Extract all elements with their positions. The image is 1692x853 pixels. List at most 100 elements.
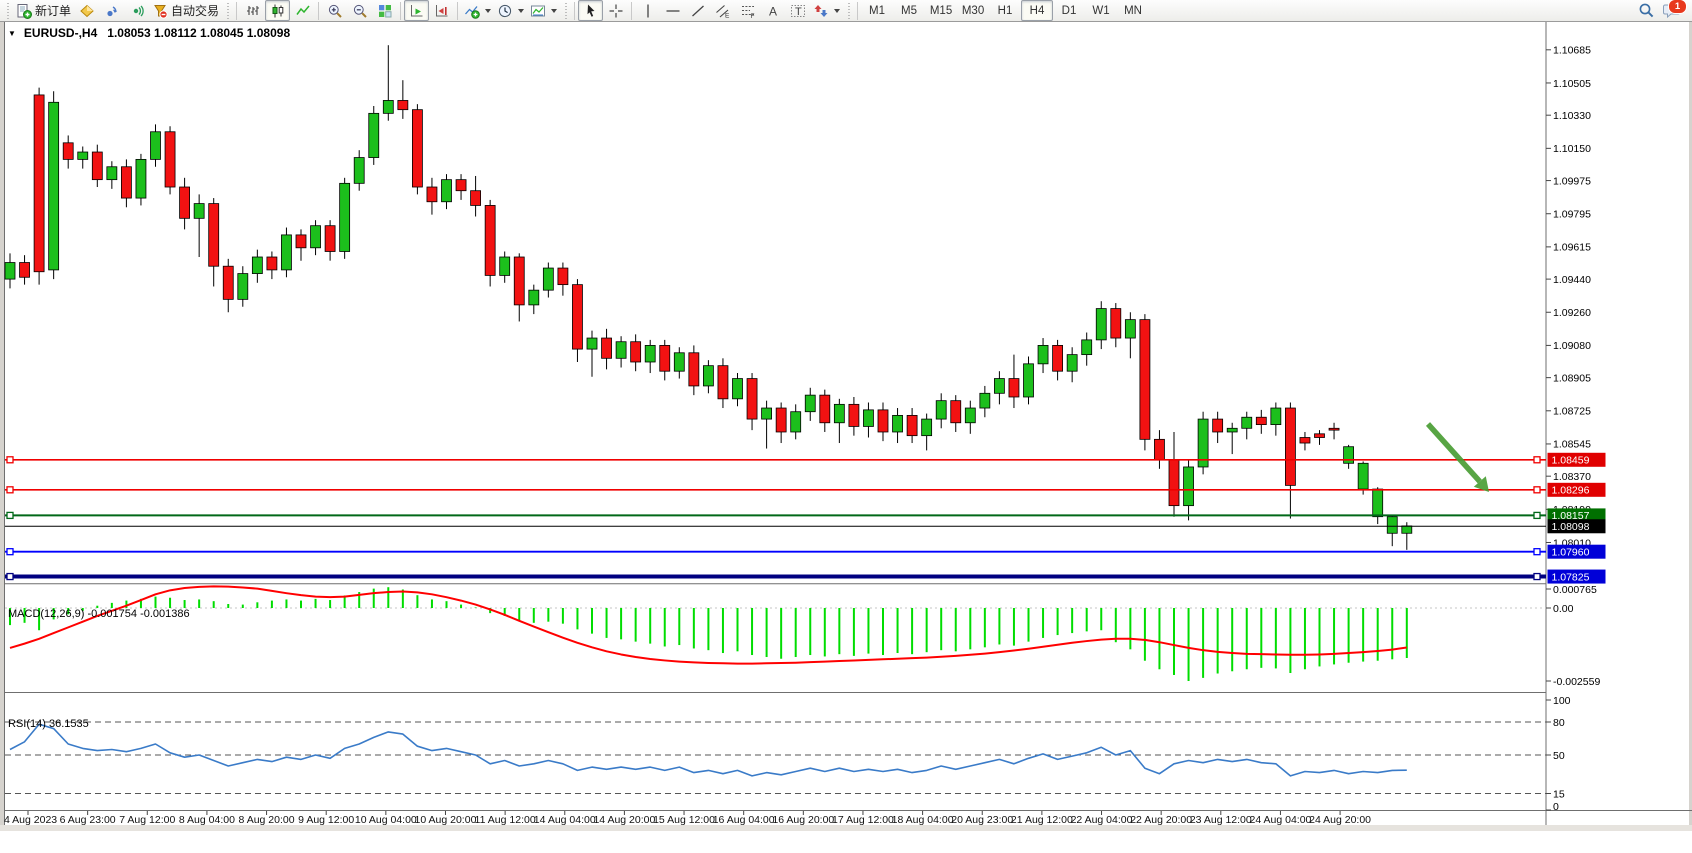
price-tags-layer: 1.08459 1.08296 1.08157 1.07960 1.07825 1.080… xyxy=(1547,452,1606,584)
candle-body xyxy=(4,262,16,280)
market-button[interactable] xyxy=(74,0,99,21)
hline-handle[interactable] xyxy=(6,572,14,581)
svg-text:16 Aug 04:00: 16 Aug 04:00 xyxy=(713,814,775,826)
hline-handle[interactable] xyxy=(1533,486,1541,494)
time-axis[interactable]: 4 Aug 2023 6 Aug 23:00 7 Aug 12:00 8 Aug 04… xyxy=(4,811,1371,826)
candle-body xyxy=(994,378,1005,394)
bar-chart-button[interactable] xyxy=(240,0,265,21)
separator xyxy=(631,1,633,20)
svg-text:14 Aug 20:00: 14 Aug 20:00 xyxy=(593,814,655,826)
hline-handle[interactable] xyxy=(6,548,14,556)
timeframe-button-M1[interactable]: M1 xyxy=(869,4,886,17)
indicators-button[interactable] xyxy=(461,0,494,21)
candle-body xyxy=(1154,438,1165,461)
chart-canvas[interactable]: 1.108651.106851.105051.103301.101501.099… xyxy=(0,0,1692,831)
candle-body xyxy=(542,267,554,291)
timeframe-button-W1[interactable]: W1 xyxy=(1092,4,1110,17)
new-order-button[interactable]: 新订单 xyxy=(13,0,74,21)
hline-handle[interactable] xyxy=(6,456,14,464)
price-axis[interactable]: 1.108651.106851.105051.103301.101501.099… xyxy=(1546,11,1591,549)
timeframe-button-M30[interactable]: M30 xyxy=(961,4,985,17)
autotrading-button[interactable]: 自动交易 xyxy=(149,0,222,21)
text-button[interactable]: A xyxy=(760,0,785,21)
candle-body xyxy=(1401,525,1413,534)
chart-shift-button[interactable] xyxy=(429,0,454,21)
hline-handle[interactable] xyxy=(1533,456,1541,464)
svg-text:14 Aug 04:00: 14 Aug 04:00 xyxy=(534,814,596,826)
text-icon: A xyxy=(765,3,781,19)
arrows-button[interactable] xyxy=(810,0,843,21)
toolbar-grip[interactable] xyxy=(846,2,852,19)
timeframe-button-H4[interactable]: H4 xyxy=(1021,0,1054,21)
hline-handle[interactable] xyxy=(1533,572,1541,581)
chart-dropdown-icon[interactable]: ▼ xyxy=(8,28,16,38)
zoom-out-button[interactable] xyxy=(347,0,372,21)
candle-body xyxy=(470,190,482,206)
timeframe-button-D1[interactable]: D1 xyxy=(1061,4,1077,17)
svg-text:15 Aug 12:00: 15 Aug 12:00 xyxy=(653,814,715,826)
hline-handle[interactable] xyxy=(6,486,14,494)
candle-body xyxy=(135,158,147,199)
hline-handle[interactable] xyxy=(6,511,14,520)
svg-text:1.08725: 1.08725 xyxy=(1553,406,1591,418)
tile-windows-button[interactable] xyxy=(372,0,397,21)
down-arrow-annotation[interactable] xyxy=(1425,422,1482,484)
fibonacci-icon: F xyxy=(740,3,756,19)
horizontal-line-icon xyxy=(665,3,681,19)
svg-text:16 Aug 20:00: 16 Aug 20:00 xyxy=(772,814,834,826)
hline-handle[interactable] xyxy=(1533,548,1541,556)
equidistant-channel-button[interactable]: E xyxy=(710,0,735,21)
svg-text:100: 100 xyxy=(1553,695,1571,707)
timeframe-button-M15[interactable]: M15 xyxy=(929,4,953,17)
signals-button[interactable] xyxy=(99,0,124,21)
horizontal-lines-layer xyxy=(5,456,1546,581)
crosshair-button[interactable] xyxy=(603,0,628,21)
candle-body xyxy=(1110,308,1122,339)
periods-button[interactable] xyxy=(494,0,527,21)
search-button[interactable] xyxy=(1634,0,1659,21)
trendline-button[interactable] xyxy=(685,0,710,21)
candle-body xyxy=(1226,427,1238,433)
cursor-button[interactable] xyxy=(578,0,604,21)
templates-button[interactable] xyxy=(527,0,560,21)
toolbar-grip[interactable] xyxy=(563,2,569,19)
svg-text:24 Aug 04:00: 24 Aug 04:00 xyxy=(1249,814,1311,826)
candle-body xyxy=(848,403,860,427)
candle-body xyxy=(1270,407,1282,426)
toolbar-grip[interactable] xyxy=(225,2,231,19)
horizontal-line-button[interactable] xyxy=(660,0,685,21)
hline-handle[interactable] xyxy=(1533,511,1541,520)
candle-body xyxy=(1372,488,1384,518)
chart-ohlc-values: 1.08053 1.08112 1.08045 1.08098 xyxy=(107,26,291,40)
candlestick-chart-button[interactable] xyxy=(265,0,291,21)
zoom-out-icon xyxy=(352,3,368,19)
candle-body xyxy=(1183,466,1194,507)
candle-body xyxy=(1037,345,1049,365)
svg-text:23 Aug 12:00: 23 Aug 12:00 xyxy=(1190,814,1252,826)
candle-body xyxy=(1328,427,1340,431)
auto-scroll-button[interactable] xyxy=(404,0,430,21)
line-chart-button[interactable] xyxy=(290,0,315,21)
vertical-line-button[interactable] xyxy=(635,0,660,21)
price-tag xyxy=(1547,452,1606,467)
news-button[interactable] xyxy=(124,0,149,21)
chat-button[interactable]: 1 xyxy=(1659,0,1687,21)
candle-body xyxy=(222,265,234,300)
macd-pane[interactable]: 0.000765 0.00 -0.002559 xyxy=(5,584,1600,688)
candle-body xyxy=(513,256,525,306)
candle-body xyxy=(630,341,642,363)
text-label-button[interactable]: T xyxy=(785,0,810,21)
toolbar-grip[interactable] xyxy=(5,2,10,19)
candle-body xyxy=(164,131,176,188)
timeframe-button-H1[interactable]: H1 xyxy=(997,4,1013,17)
templates-icon xyxy=(530,3,546,19)
timeframe-button-MN[interactable]: MN xyxy=(1124,4,1142,17)
fibonacci-button[interactable]: F xyxy=(735,0,760,21)
separator xyxy=(574,1,576,20)
candle-body xyxy=(964,407,976,424)
zoom-in-button[interactable] xyxy=(322,0,347,21)
rsi-pane[interactable]: 100 80 50 150 xyxy=(5,695,1571,813)
svg-text:1.10330: 1.10330 xyxy=(1553,110,1591,122)
candle-body xyxy=(1255,416,1267,426)
timeframe-button-M5[interactable]: M5 xyxy=(901,4,918,17)
